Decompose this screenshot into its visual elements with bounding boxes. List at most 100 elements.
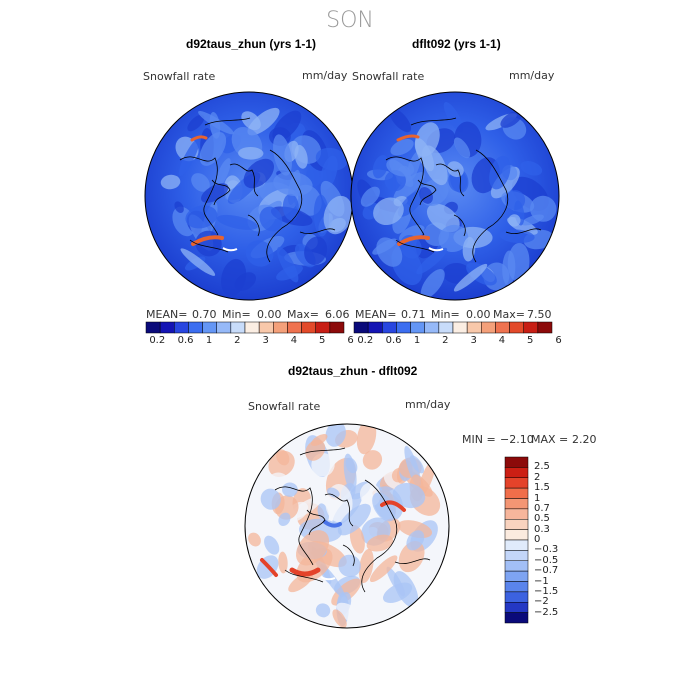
colorbar-swatch bbox=[396, 321, 411, 334]
colorbar-swatch bbox=[504, 612, 529, 624]
colorbar-tick-label: 0.2 bbox=[357, 335, 374, 346]
colorbar-swatch bbox=[504, 560, 529, 572]
field-patch bbox=[398, 540, 425, 573]
colorbar-tick-label: 1 bbox=[534, 492, 541, 504]
colorbar-tick-label: 3 bbox=[470, 335, 477, 346]
panel2-variable: Snowfall rate bbox=[352, 70, 425, 83]
colorbar-swatch bbox=[537, 321, 553, 334]
map2-border bbox=[350, 91, 560, 301]
field-patch bbox=[238, 146, 264, 160]
colorbar-tick-label: 2 bbox=[234, 335, 241, 346]
panel2-mean-label: MEAN= bbox=[355, 308, 397, 321]
panel1-mean-value: 0.70 bbox=[192, 308, 217, 321]
high-snowfall-band bbox=[190, 135, 208, 142]
colorbar-tick-label: −1.5 bbox=[534, 585, 559, 597]
colorbar-swatch bbox=[244, 321, 260, 334]
colorbar-tick-label: −0.7 bbox=[534, 565, 559, 577]
field-patch bbox=[278, 551, 288, 574]
field-patch bbox=[406, 530, 425, 551]
field-patch bbox=[259, 206, 283, 232]
field-patch bbox=[264, 535, 280, 555]
colorbar-tick-label: 0.7 bbox=[534, 502, 550, 514]
field-patch bbox=[282, 193, 299, 221]
field-patch bbox=[199, 132, 227, 166]
high-snowfall-band bbox=[260, 558, 278, 577]
panel2-units: mm/day bbox=[509, 69, 555, 82]
colorbar-tick-label: 0.5 bbox=[534, 513, 550, 525]
field-patch bbox=[453, 137, 471, 159]
colorbar-swatch bbox=[287, 321, 302, 334]
field-patch bbox=[369, 555, 398, 583]
colorbar-swatch bbox=[367, 321, 383, 334]
colorbar-tick-label: −0.3 bbox=[534, 544, 559, 556]
colorbar-swatch bbox=[495, 321, 510, 334]
colorbar-swatch bbox=[424, 321, 440, 334]
panel2-max-label: Max= bbox=[493, 308, 525, 321]
high-snowfall-band bbox=[396, 134, 420, 142]
colorbar-swatch bbox=[216, 321, 232, 334]
field-patch bbox=[372, 492, 396, 522]
panel2-min-value: 0.00 bbox=[466, 308, 491, 321]
panel3-min-label: MIN = bbox=[462, 433, 496, 446]
panel2-max-value: 7.50 bbox=[527, 308, 552, 321]
field-patch bbox=[215, 158, 231, 188]
colorbar-model bbox=[145, 321, 345, 334]
field-patch bbox=[320, 564, 346, 599]
field-patch bbox=[241, 111, 261, 131]
field-patch bbox=[326, 487, 340, 498]
field-patch bbox=[373, 197, 404, 226]
field-patch bbox=[520, 160, 543, 176]
field-patch bbox=[338, 554, 361, 578]
field-patch bbox=[420, 269, 445, 299]
polar-map-difference bbox=[245, 424, 449, 628]
colorbar-tick-label: 0.6 bbox=[385, 335, 402, 346]
colorbar-tick-label: 2 bbox=[442, 335, 449, 346]
colorbar-swatch bbox=[481, 321, 496, 334]
field-patch bbox=[466, 262, 497, 286]
panel2-title: dflt092 (yrs 1-1) bbox=[412, 37, 501, 51]
colorbar-tick-label: 6 bbox=[555, 335, 562, 346]
field-patch bbox=[500, 111, 522, 128]
colorbar-swatch bbox=[504, 508, 529, 520]
field-patch bbox=[372, 155, 389, 179]
panel3-max-label: MAX = bbox=[531, 433, 569, 446]
field-patch bbox=[453, 263, 488, 292]
colorbar-swatch bbox=[504, 467, 529, 478]
colorbar-swatch bbox=[504, 602, 529, 613]
colorbar-tick-label: −1 bbox=[534, 575, 549, 587]
field-patch bbox=[160, 174, 181, 190]
panel3-variable: Snowfall rate bbox=[248, 400, 321, 413]
panel1-title: d92taus_zhun (yrs 1-1) bbox=[186, 37, 317, 51]
polar-map-model bbox=[145, 92, 353, 300]
field-patch bbox=[305, 439, 326, 461]
field-patch bbox=[336, 602, 369, 627]
coastline bbox=[385, 117, 542, 263]
colorbar-tick-label: 5 bbox=[319, 335, 326, 346]
colorbar-swatch bbox=[301, 321, 316, 334]
field-patch bbox=[178, 138, 200, 177]
field-patch bbox=[332, 609, 347, 628]
colorbar-tick-label: 6 bbox=[347, 335, 354, 346]
colorbar-swatch bbox=[258, 321, 274, 334]
ice-feature bbox=[428, 247, 444, 252]
panel3-min-value: −2.10 bbox=[500, 433, 534, 446]
colorbar-swatch bbox=[329, 321, 345, 334]
field-patch bbox=[397, 190, 425, 217]
field-patch bbox=[191, 173, 210, 192]
field-patch bbox=[295, 530, 330, 566]
field-patch bbox=[376, 237, 403, 267]
high-snowfall-band bbox=[289, 567, 321, 577]
colorbar-tick-label: 1.5 bbox=[534, 482, 550, 494]
map3-border bbox=[244, 423, 450, 629]
colorbar-swatch bbox=[230, 321, 246, 334]
colorbar-difference bbox=[504, 456, 529, 624]
field-patch bbox=[389, 108, 412, 133]
field-patch bbox=[221, 258, 247, 297]
polar-map-control bbox=[351, 92, 559, 300]
panel1-min-label: Min= bbox=[222, 308, 251, 321]
panel1-max-label: Max= bbox=[287, 308, 319, 321]
panel1-variable: Snowfall rate bbox=[143, 70, 216, 83]
field-patch bbox=[426, 203, 460, 233]
field-patch bbox=[260, 488, 281, 510]
field-patch bbox=[386, 157, 415, 177]
